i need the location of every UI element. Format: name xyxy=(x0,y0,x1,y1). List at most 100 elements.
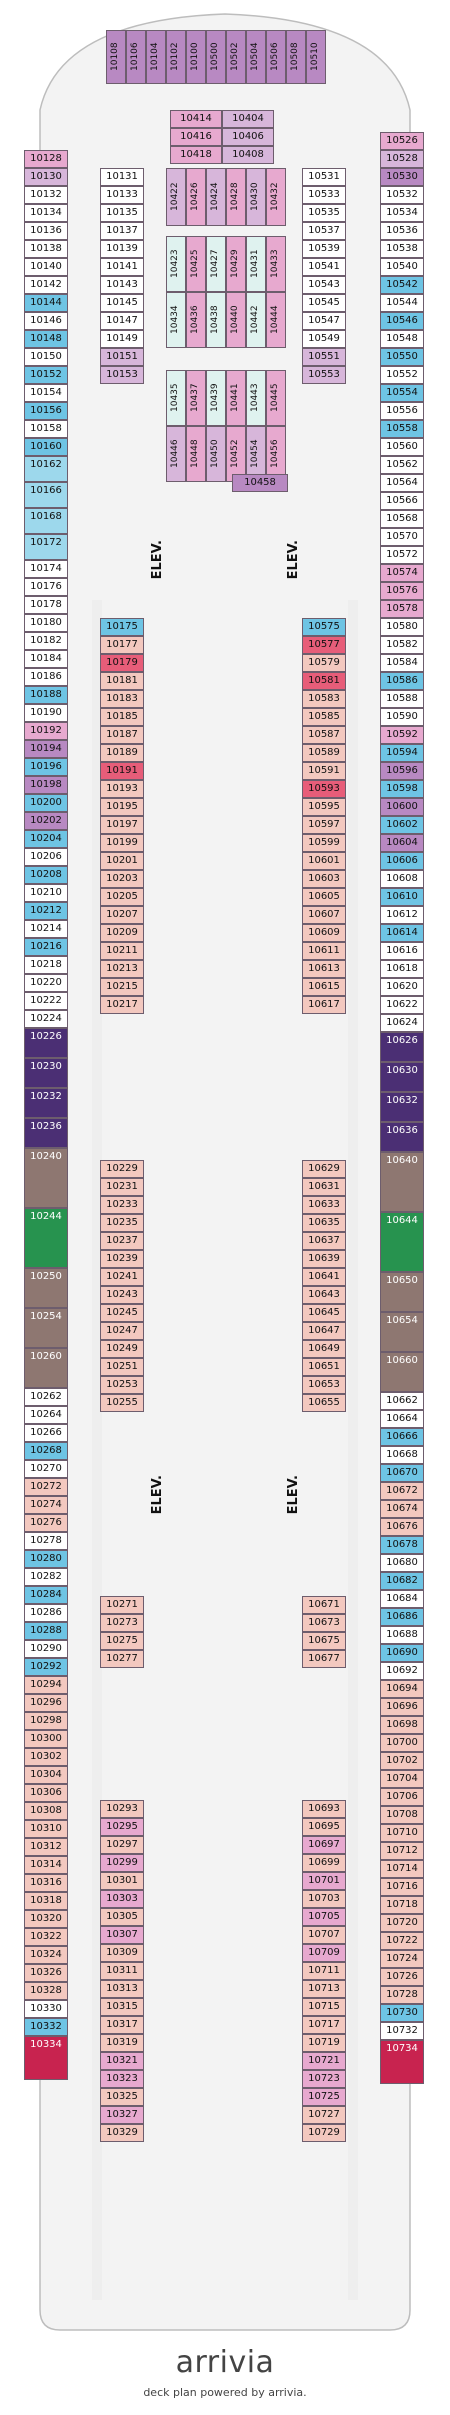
cabin-10714[interactable]: 10714 xyxy=(380,1860,424,1878)
cabin-10578[interactable]: 10578 xyxy=(380,600,424,618)
cabin-10254[interactable]: 10254 xyxy=(24,1308,68,1348)
cabin-10700[interactable]: 10700 xyxy=(380,1734,424,1752)
cabin-10589[interactable]: 10589 xyxy=(302,744,346,762)
cabin-10270[interactable]: 10270 xyxy=(24,1460,68,1478)
cabin-10637[interactable]: 10637 xyxy=(302,1232,346,1250)
cabin-10231[interactable]: 10231 xyxy=(100,1178,144,1196)
cabin-10445[interactable]: 10445 xyxy=(266,370,286,426)
cabin-10174[interactable]: 10174 xyxy=(24,560,68,578)
cabin-10724[interactable]: 10724 xyxy=(380,1950,424,1968)
cabin-10610[interactable]: 10610 xyxy=(380,888,424,906)
cabin-10209[interactable]: 10209 xyxy=(100,924,144,942)
cabin-10618[interactable]: 10618 xyxy=(380,960,424,978)
cabin-10664[interactable]: 10664 xyxy=(380,1410,424,1428)
cabin-10582[interactable]: 10582 xyxy=(380,636,424,654)
cabin-10616[interactable]: 10616 xyxy=(380,942,424,960)
cabin-10197[interactable]: 10197 xyxy=(100,816,144,834)
cabin-10251[interactable]: 10251 xyxy=(100,1358,144,1376)
cabin-10133[interactable]: 10133 xyxy=(100,186,144,204)
cabin-10187[interactable]: 10187 xyxy=(100,726,144,744)
cabin-10630[interactable]: 10630 xyxy=(380,1062,424,1092)
cabin-10304[interactable]: 10304 xyxy=(24,1766,68,1784)
cabin-10211[interactable]: 10211 xyxy=(100,942,144,960)
cabin-10237[interactable]: 10237 xyxy=(100,1232,144,1250)
cabin-10235[interactable]: 10235 xyxy=(100,1214,144,1232)
cabin-10302[interactable]: 10302 xyxy=(24,1748,68,1766)
cabin-10325[interactable]: 10325 xyxy=(100,2088,144,2106)
cabin-10424[interactable]: 10424 xyxy=(206,168,226,226)
cabin-10730[interactable]: 10730 xyxy=(380,2004,424,2022)
cabin-10676[interactable]: 10676 xyxy=(380,1518,424,1536)
cabin-10575[interactable]: 10575 xyxy=(302,618,346,636)
cabin-10241[interactable]: 10241 xyxy=(100,1268,144,1286)
cabin-10633[interactable]: 10633 xyxy=(302,1196,346,1214)
cabin-10722[interactable]: 10722 xyxy=(380,1932,424,1950)
cabin-10426[interactable]: 10426 xyxy=(186,168,206,226)
cabin-10295[interactable]: 10295 xyxy=(100,1818,144,1836)
cabin-10423[interactable]: 10423 xyxy=(166,236,186,292)
cabin-10671[interactable]: 10671 xyxy=(302,1596,346,1614)
cabin-10545[interactable]: 10545 xyxy=(302,294,346,312)
cabin-10194[interactable]: 10194 xyxy=(24,740,68,758)
cabin-10135[interactable]: 10135 xyxy=(100,204,144,222)
cabin-10149[interactable]: 10149 xyxy=(100,330,144,348)
cabin-10433[interactable]: 10433 xyxy=(266,236,286,292)
cabin-10541[interactable]: 10541 xyxy=(302,258,346,276)
cabin-10709[interactable]: 10709 xyxy=(302,1944,346,1962)
cabin-10307[interactable]: 10307 xyxy=(100,1926,144,1944)
cabin-10166[interactable]: 10166 xyxy=(24,482,68,508)
cabin-10666[interactable]: 10666 xyxy=(380,1428,424,1446)
cabin-10189[interactable]: 10189 xyxy=(100,744,144,762)
cabin-10320[interactable]: 10320 xyxy=(24,1910,68,1928)
cabin-10594[interactable]: 10594 xyxy=(380,744,424,762)
cabin-10144[interactable]: 10144 xyxy=(24,294,68,312)
cabin-10443[interactable]: 10443 xyxy=(246,370,266,426)
cabin-10442[interactable]: 10442 xyxy=(246,292,266,348)
cabin-10583[interactable]: 10583 xyxy=(302,690,346,708)
cabin-10308[interactable]: 10308 xyxy=(24,1802,68,1820)
cabin-10500[interactable]: 10500 xyxy=(206,30,226,84)
cabin-10543[interactable]: 10543 xyxy=(302,276,346,294)
cabin-10416[interactable]: 10416 xyxy=(170,128,222,146)
cabin-10162[interactable]: 10162 xyxy=(24,456,68,482)
cabin-10717[interactable]: 10717 xyxy=(302,2016,346,2034)
cabin-10531[interactable]: 10531 xyxy=(302,168,346,186)
cabin-10208[interactable]: 10208 xyxy=(24,866,68,884)
cabin-10660[interactable]: 10660 xyxy=(380,1352,424,1392)
cabin-10713[interactable]: 10713 xyxy=(302,1980,346,1998)
cabin-10654[interactable]: 10654 xyxy=(380,1312,424,1352)
cabin-10300[interactable]: 10300 xyxy=(24,1730,68,1748)
cabin-10272[interactable]: 10272 xyxy=(24,1478,68,1496)
cabin-10150[interactable]: 10150 xyxy=(24,348,68,366)
cabin-10249[interactable]: 10249 xyxy=(100,1340,144,1358)
cabin-10597[interactable]: 10597 xyxy=(302,816,346,834)
cabin-10179[interactable]: 10179 xyxy=(100,654,144,672)
cabin-10593[interactable]: 10593 xyxy=(302,780,346,798)
cabin-10601[interactable]: 10601 xyxy=(302,852,346,870)
cabin-10195[interactable]: 10195 xyxy=(100,798,144,816)
cabin-10614[interactable]: 10614 xyxy=(380,924,424,942)
cabin-10222[interactable]: 10222 xyxy=(24,992,68,1010)
cabin-10321[interactable]: 10321 xyxy=(100,2052,144,2070)
cabin-10142[interactable]: 10142 xyxy=(24,276,68,294)
cabin-10673[interactable]: 10673 xyxy=(302,1614,346,1632)
cabin-10603[interactable]: 10603 xyxy=(302,870,346,888)
cabin-10429[interactable]: 10429 xyxy=(226,236,246,292)
cabin-10262[interactable]: 10262 xyxy=(24,1388,68,1406)
cabin-10608[interactable]: 10608 xyxy=(380,870,424,888)
cabin-10720[interactable]: 10720 xyxy=(380,1914,424,1932)
cabin-10696[interactable]: 10696 xyxy=(380,1698,424,1716)
cabin-10288[interactable]: 10288 xyxy=(24,1622,68,1640)
cabin-10649[interactable]: 10649 xyxy=(302,1340,346,1358)
cabin-10706[interactable]: 10706 xyxy=(380,1788,424,1806)
cabin-10572[interactable]: 10572 xyxy=(380,546,424,564)
cabin-10631[interactable]: 10631 xyxy=(302,1178,346,1196)
cabin-10239[interactable]: 10239 xyxy=(100,1250,144,1268)
cabin-10609[interactable]: 10609 xyxy=(302,924,346,942)
cabin-10711[interactable]: 10711 xyxy=(302,1962,346,1980)
cabin-10620[interactable]: 10620 xyxy=(380,978,424,996)
cabin-10688[interactable]: 10688 xyxy=(380,1626,424,1644)
cabin-10622[interactable]: 10622 xyxy=(380,996,424,1014)
cabin-10332[interactable]: 10332 xyxy=(24,2018,68,2036)
cabin-10562[interactable]: 10562 xyxy=(380,456,424,474)
